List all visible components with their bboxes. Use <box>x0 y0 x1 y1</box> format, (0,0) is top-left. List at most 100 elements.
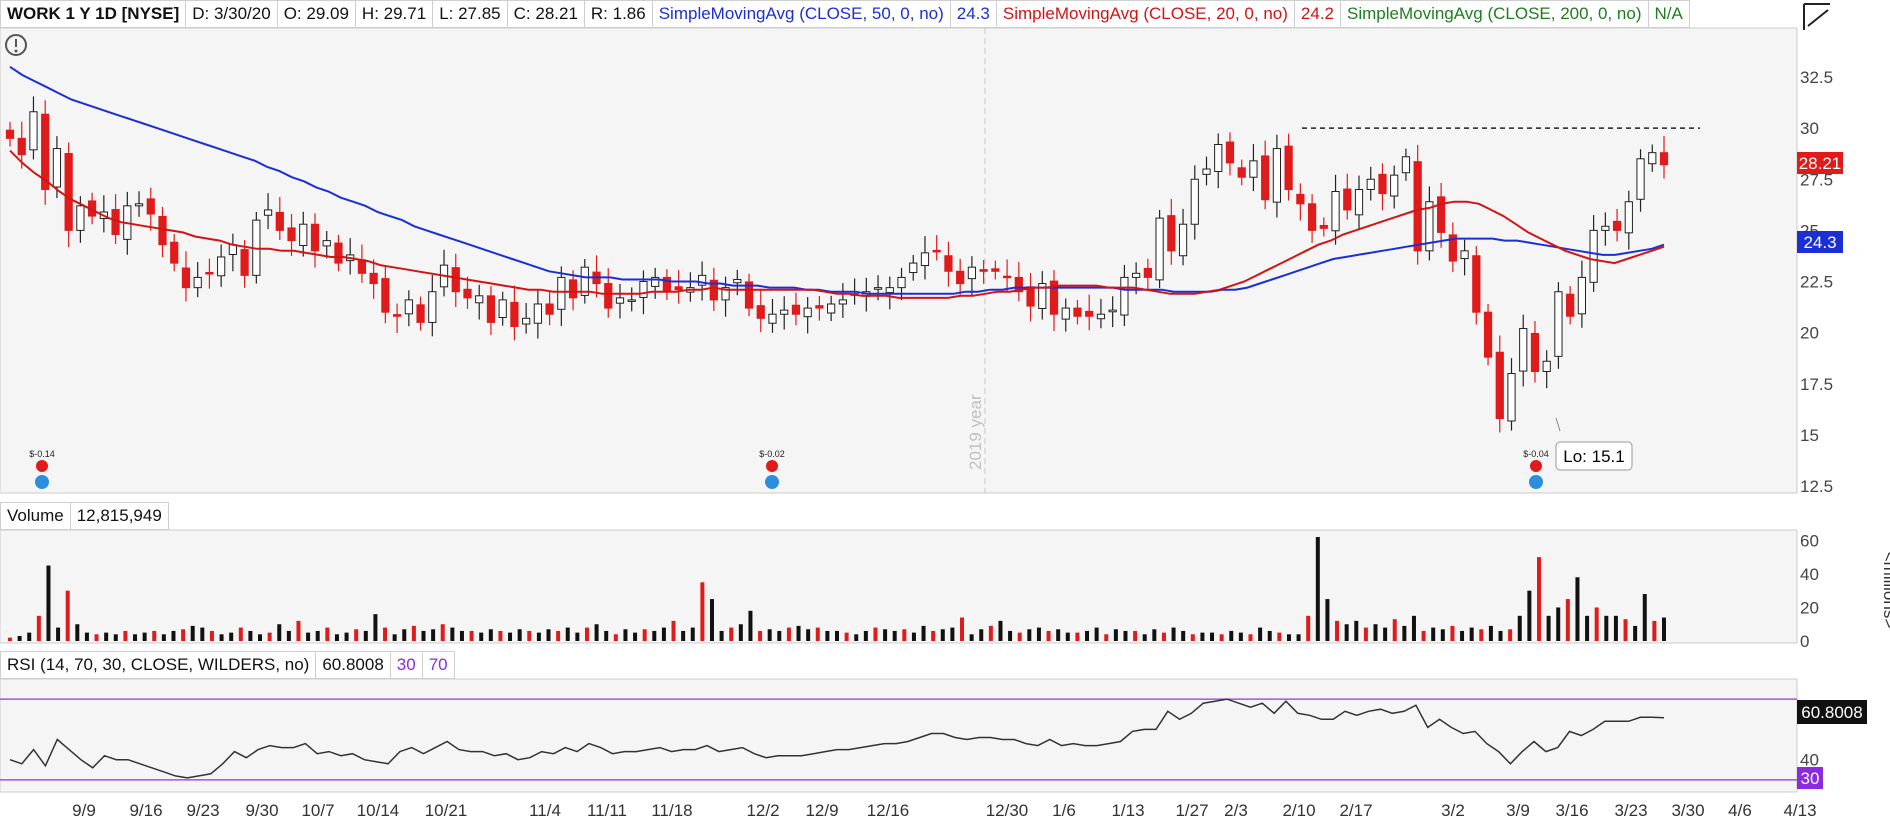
candle-body <box>1519 328 1528 372</box>
volume-bar <box>1238 632 1243 641</box>
candle <box>463 276 472 309</box>
alert-icon[interactable] <box>5 34 27 56</box>
candle <box>1378 163 1387 211</box>
volume-bar <box>1594 607 1599 641</box>
rsi-header: RSI (14, 70, 30, CLOSE, WILDERS, no) 60.… <box>0 651 455 679</box>
date-tick-label: 11/4 <box>529 801 561 820</box>
volume-bar <box>671 620 676 641</box>
volume-bar <box>613 634 618 641</box>
earnings-marker-2[interactable]: $-0.02 <box>759 449 785 489</box>
range-value: R: 1.86 <box>584 0 653 28</box>
candle-body <box>1354 188 1364 216</box>
rsi-label[interactable]: RSI (14, 70, 30, CLOSE, WILDERS, no) <box>0 651 317 679</box>
candle-body <box>1014 276 1023 293</box>
candle-body <box>486 295 496 323</box>
candle-body <box>1542 360 1551 372</box>
earnings-marker-3[interactable]: $-0.04 <box>1523 449 1549 489</box>
candle-body <box>733 278 742 284</box>
candle-body <box>568 279 578 299</box>
candle-body <box>1507 373 1516 422</box>
drawing-tools-icon[interactable] <box>1803 3 1830 30</box>
sma20-label[interactable]: SimpleMovingAvg (CLOSE, 20, 0, no) <box>996 0 1295 28</box>
candle-body <box>1002 275 1012 279</box>
volume-bar <box>1286 634 1291 641</box>
candle <box>299 211 308 257</box>
volume-bar <box>873 627 878 641</box>
candle <box>134 191 144 217</box>
close-value: C: 28.21 <box>507 0 585 28</box>
rsi-high-band-label: 70 <box>422 651 455 679</box>
candle-body <box>1073 307 1082 317</box>
candle <box>451 253 460 308</box>
candle <box>475 284 484 320</box>
volume-bar <box>1565 599 1570 641</box>
volume-bar <box>1642 594 1647 641</box>
volume-bar <box>1258 627 1263 641</box>
price-tick-label: 22.5 <box>1800 273 1833 292</box>
candle-body <box>803 307 812 318</box>
volume-bar <box>402 629 407 641</box>
date-tick-label: 3/30 <box>1671 801 1704 820</box>
candle <box>1636 149 1645 212</box>
candle-body <box>1472 255 1481 313</box>
volume-bar <box>1373 624 1378 641</box>
date-tick-label: 4/6 <box>1728 801 1752 820</box>
candle <box>1296 183 1305 221</box>
candle <box>522 302 531 334</box>
rsi-axis: 40 <box>1800 751 1819 770</box>
volume-tick-label: 40 <box>1800 565 1819 584</box>
date-tick-label: 11/18 <box>651 801 692 820</box>
earnings-value-3: $-0.04 <box>1523 449 1549 459</box>
candle <box>1401 148 1411 181</box>
volume-bar <box>1229 630 1234 641</box>
candle-body <box>416 304 425 323</box>
volume-bar <box>1402 625 1407 641</box>
sma200-label[interactable]: SimpleMovingAvg (CLOSE, 200, 0, no) <box>1341 0 1649 28</box>
candle <box>545 291 554 326</box>
volume-bar <box>979 629 984 641</box>
candle <box>1038 271 1047 320</box>
volume-bar <box>1056 629 1061 641</box>
candle <box>733 269 742 296</box>
volume-axis: 0 20 40 60 <box>1800 531 1819 651</box>
candle-body <box>545 303 554 315</box>
sma50-label[interactable]: SimpleMovingAvg (CLOSE, 50, 0, no) <box>652 0 951 28</box>
candle <box>1448 222 1457 273</box>
candle <box>815 296 824 321</box>
candle <box>721 276 730 317</box>
candle <box>1190 165 1199 240</box>
candle-body <box>522 317 531 325</box>
volume-bar <box>815 627 820 641</box>
volume-bar <box>229 632 234 641</box>
earnings-phone-icon <box>36 460 48 472</box>
earnings-info-icon <box>765 475 779 489</box>
volume-bar <box>1613 615 1618 641</box>
candle <box>1354 175 1364 231</box>
candle <box>991 260 1000 280</box>
earnings-phone-icon <box>766 460 778 472</box>
candle <box>498 291 507 326</box>
candle-body <box>1167 215 1176 252</box>
date-tick-label: 12/9 <box>805 801 838 820</box>
volume-bar <box>517 629 522 641</box>
volume-bar <box>1633 625 1638 641</box>
symbol-label[interactable]: WORK 1 Y 1D [NYSE] <box>0 0 187 28</box>
date-tick-label: 9/23 <box>186 801 219 820</box>
candle <box>146 187 155 231</box>
earnings-marker-1[interactable]: $-0.14 <box>29 449 55 489</box>
volume-bar <box>113 634 118 641</box>
candle-body <box>756 305 765 319</box>
volume-bar <box>594 624 599 641</box>
volume-bar <box>498 630 503 641</box>
candle-body <box>1437 196 1446 233</box>
candle-body <box>498 299 507 318</box>
rsi-panel <box>0 678 1798 793</box>
volume-bar <box>921 625 926 641</box>
volume-bar <box>575 632 580 641</box>
volume-bar <box>1421 630 1426 641</box>
candle <box>1085 294 1094 331</box>
volume-bar <box>950 627 955 641</box>
volume-bar <box>1363 627 1368 641</box>
